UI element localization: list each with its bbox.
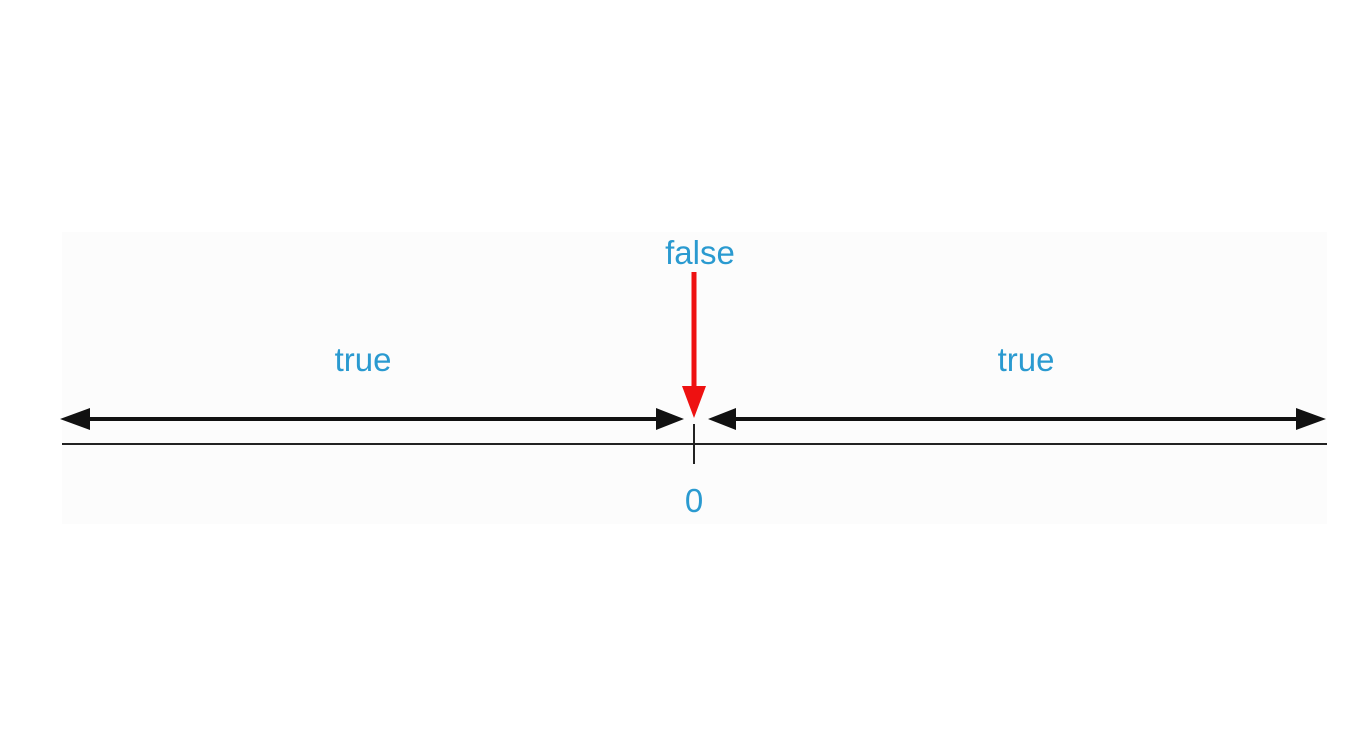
right-arrowhead-inner (708, 408, 736, 430)
right-arrowhead-outer (1296, 408, 1326, 430)
left-arrowhead-inner (656, 408, 684, 430)
left-true-range-arrow (60, 408, 684, 430)
right-true-range-arrow (708, 408, 1326, 430)
zero-label: 0 (685, 482, 703, 519)
false-label: false (665, 234, 735, 271)
left-true-label: true (335, 341, 392, 378)
right-true-label: true (998, 341, 1055, 378)
false-pointer-arrow (682, 272, 706, 418)
left-arrowhead-outer (60, 408, 90, 430)
